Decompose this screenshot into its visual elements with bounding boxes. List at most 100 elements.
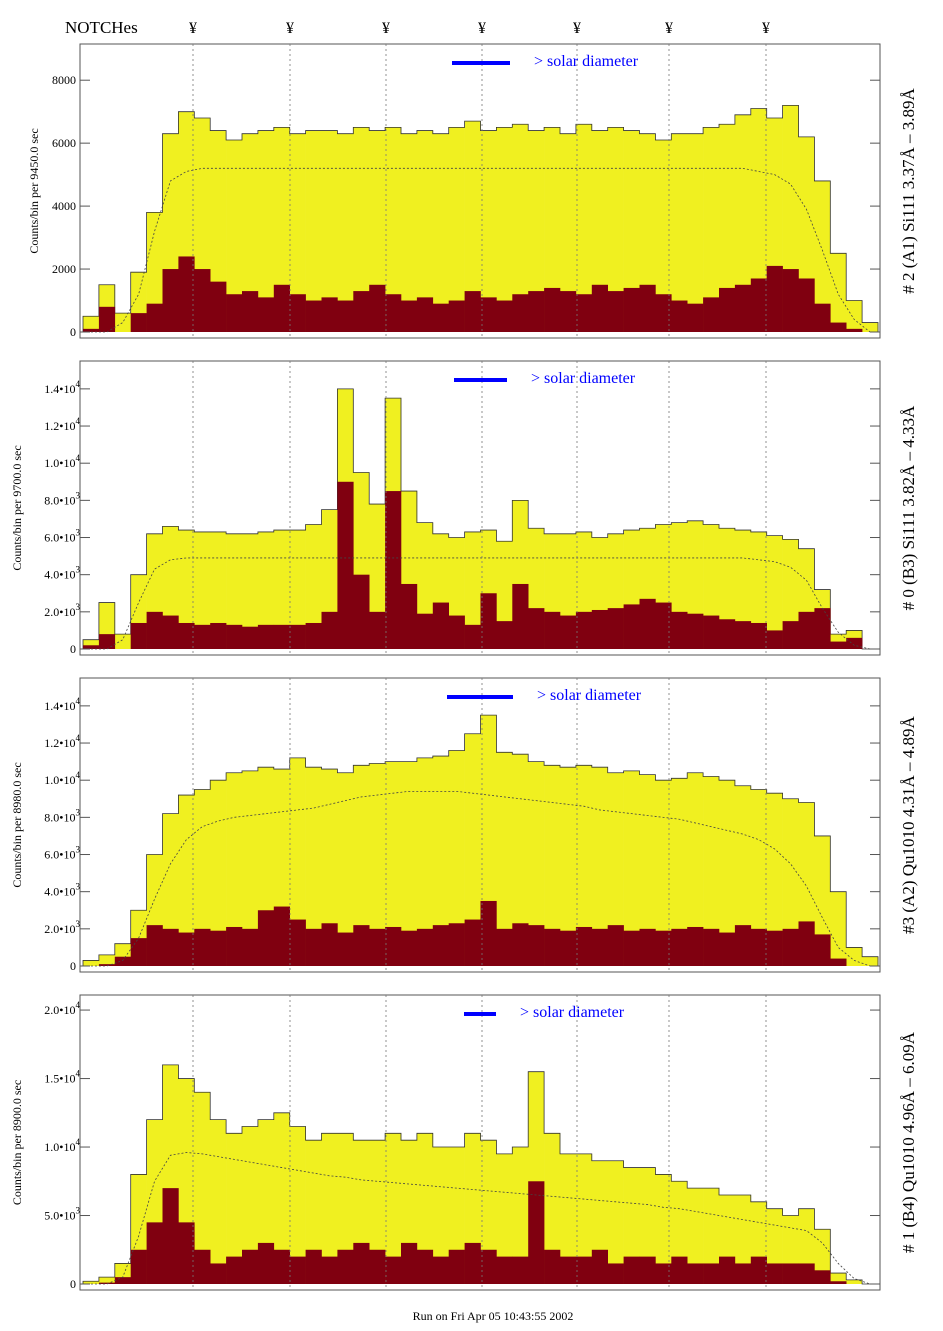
total-bin — [369, 1140, 386, 1284]
lower-bin — [178, 932, 195, 966]
total-bin — [782, 798, 799, 966]
lower-bin — [750, 1256, 767, 1284]
total-bin — [734, 1194, 752, 1284]
lower-bin — [687, 1263, 704, 1284]
y-axis-label: Counts/bin per 8980.0 sec — [10, 762, 24, 887]
notch-icon: ¥ — [478, 20, 486, 37]
total-bin — [607, 127, 624, 332]
lower-bin — [321, 1256, 338, 1284]
total-bin — [766, 535, 783, 649]
total-outline — [82, 714, 879, 966]
lower-bin — [464, 919, 481, 966]
lower-bin — [846, 637, 863, 649]
lower-bin — [416, 928, 434, 966]
total-bin — [528, 130, 545, 332]
lower-bin — [130, 938, 147, 966]
total-bin — [750, 789, 767, 966]
total-bin — [337, 772, 354, 966]
total-bin — [210, 1119, 227, 1284]
total-bin — [750, 531, 767, 649]
lower-bin — [83, 328, 100, 332]
lower-bin — [528, 925, 545, 966]
total-bin — [846, 1279, 863, 1284]
lower-bin — [305, 1249, 322, 1284]
notch-icon: ¥ — [665, 20, 673, 37]
total-bin — [194, 1092, 211, 1284]
total-outline — [82, 1064, 878, 1285]
lower-bin — [369, 928, 386, 966]
total-bin — [687, 772, 704, 966]
lower-bin — [671, 300, 688, 332]
total-bin — [162, 813, 179, 966]
lower-bin — [194, 269, 211, 332]
lower-bin — [623, 604, 640, 649]
lower-bin — [83, 645, 100, 649]
lower-bin — [782, 928, 799, 966]
lower-bin — [496, 300, 513, 332]
lower-bin — [750, 278, 767, 332]
y-tick-label: 5.0•103 — [44, 1206, 80, 1223]
total-bin — [719, 780, 736, 966]
lower-bin — [432, 1256, 449, 1284]
lower-bin — [830, 1281, 847, 1284]
lower-bin — [448, 923, 465, 966]
lower-bin — [734, 1263, 752, 1284]
total-bin — [242, 1126, 259, 1284]
lower-bin — [178, 1222, 195, 1284]
lower-bin — [830, 641, 847, 649]
notch-icon: ¥ — [573, 20, 581, 37]
lower-bin — [353, 925, 370, 966]
panel-2: 0 2.0•103 4.0•103 6.0•103 8.0•103 1.0•104 1.2•… — [10, 360, 918, 656]
total-outline — [82, 388, 878, 650]
lower-bin — [369, 611, 386, 649]
lower-bin — [401, 300, 418, 332]
lower-bin — [432, 303, 449, 332]
model-curve — [90, 790, 871, 967]
lower-bin — [257, 297, 275, 332]
total-bin — [575, 1153, 593, 1284]
total-bin — [464, 733, 481, 966]
total-bin — [560, 133, 577, 332]
lower-bin — [146, 611, 163, 649]
total-bin — [114, 313, 131, 332]
lower-bin — [575, 1256, 593, 1284]
y-tick-label: 4000 — [52, 199, 76, 213]
lower-bin — [512, 583, 529, 649]
notch-icon: ¥ — [286, 20, 294, 37]
lower-bin — [257, 1242, 275, 1284]
lower-bin — [273, 284, 290, 332]
total-bin — [512, 1147, 529, 1284]
lower-bin — [671, 928, 688, 966]
total-bin — [496, 127, 513, 332]
total-bin — [83, 316, 100, 332]
lower-bin — [289, 919, 306, 966]
total-bin — [703, 1188, 720, 1284]
lower-bin — [655, 1263, 672, 1284]
lower-bin — [464, 1242, 481, 1284]
total-bin — [528, 761, 545, 966]
lower-bin — [337, 300, 354, 332]
lower-bin — [607, 608, 624, 649]
total-bin — [512, 754, 529, 966]
total-bin — [750, 108, 767, 332]
total-bin — [719, 124, 736, 332]
lower-bin — [98, 1282, 116, 1284]
total-bin — [242, 770, 259, 966]
total-bin — [846, 300, 863, 332]
y-tick-label: 2000 — [52, 262, 76, 276]
y-tick-label: 1.2•104 — [44, 733, 80, 750]
lower-bin — [98, 634, 116, 649]
lower-bin — [798, 611, 815, 649]
lower-bin — [750, 928, 767, 966]
solar-diameter-bar — [452, 61, 510, 65]
total-bin — [703, 127, 720, 332]
lower-bin — [401, 1242, 418, 1284]
total-bin — [480, 1140, 497, 1284]
lower-bin — [448, 300, 465, 332]
y-tick-label: 2.0•103 — [44, 919, 80, 936]
lower-bin — [480, 593, 497, 649]
lower-bin — [544, 1249, 561, 1284]
total-bin — [623, 770, 640, 966]
total-bin — [734, 530, 752, 649]
lower-bin — [369, 284, 386, 332]
